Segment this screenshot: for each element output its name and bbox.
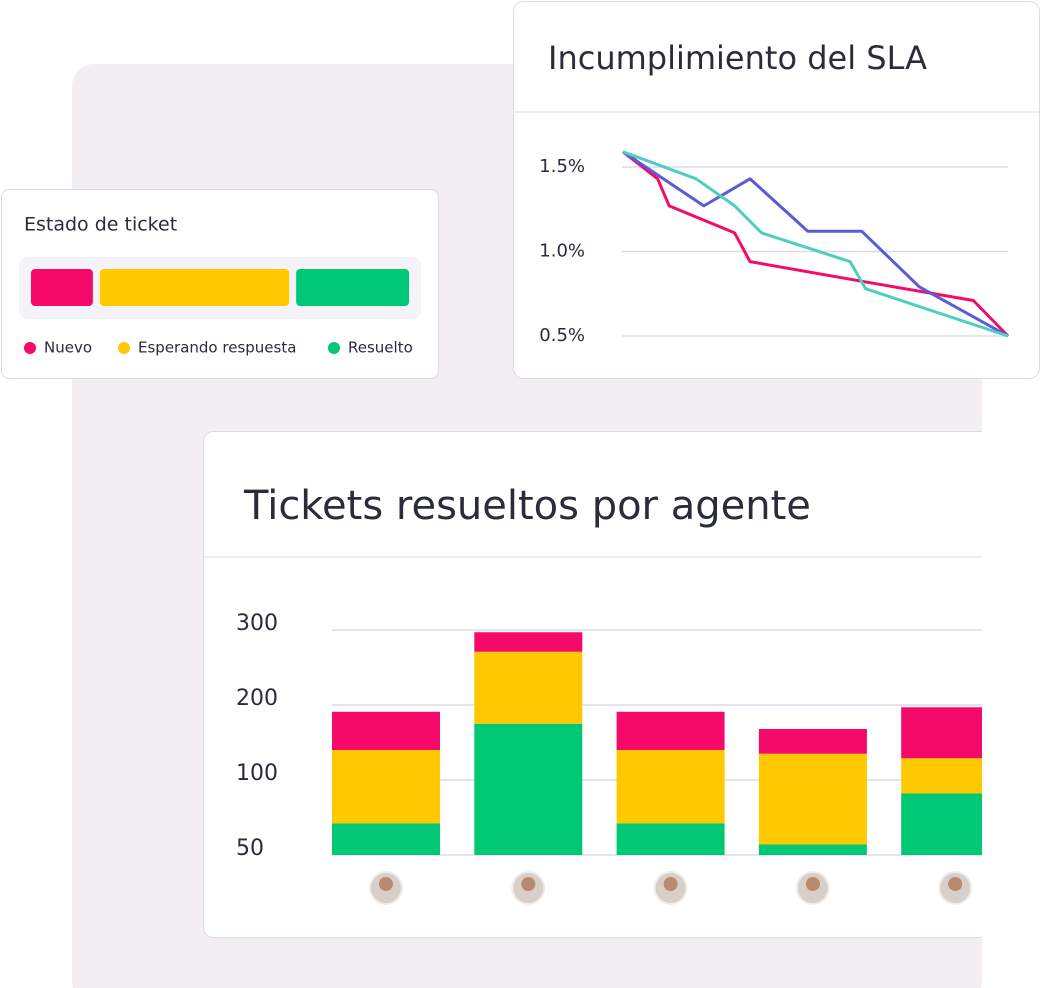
bar-segment (99, 269, 290, 306)
bar-segment (474, 723, 583, 855)
bar-segment (474, 632, 583, 652)
avatar-face (805, 877, 820, 891)
legend-dot (118, 342, 130, 354)
bar-segment (901, 707, 982, 759)
card-group: Tickets resueltos por agente 300 200 100 50 (203, 431, 982, 938)
bar-segment (758, 844, 867, 855)
line (622, 150, 1010, 338)
legend-dot (328, 342, 340, 354)
card-title: Estado de ticket (24, 214, 177, 236)
avatar-face (521, 877, 536, 891)
bar-segment (31, 269, 93, 306)
avatar-face (379, 877, 393, 891)
y-tick-label: 50 (236, 836, 264, 861)
y-tick-label: 300 (236, 611, 278, 636)
y-tick-label: 1.0% (539, 241, 585, 262)
bar-segment (616, 711, 725, 750)
legend-label: Resuelto (348, 339, 413, 357)
avatar-face (663, 877, 678, 891)
card-title: Incumplimiento del SLA (548, 39, 927, 77)
line (622, 150, 1009, 338)
bar-segment (332, 823, 440, 855)
bar-segment (901, 758, 982, 794)
bar-segment (296, 269, 409, 306)
card-title: Tickets resueltos por agente (243, 483, 811, 529)
bar-segment (901, 793, 982, 855)
y-tick-label: 100 (236, 761, 278, 786)
bar-segment (758, 729, 867, 754)
line (622, 150, 1009, 338)
y-tick-label: 0.5% (539, 325, 585, 346)
bar-segment (616, 823, 725, 855)
bar-segment (758, 753, 867, 845)
y-tick-label: 1.5% (539, 156, 585, 177)
bar-segment (332, 750, 440, 824)
bar-segment (616, 750, 725, 824)
bar-segment (332, 711, 440, 750)
legend-dot (24, 342, 36, 354)
bar-segment (474, 651, 583, 724)
y-tick-label: 200 (236, 686, 278, 711)
card (513, 1, 1040, 379)
avatar-face (948, 877, 963, 891)
legend-label: Esperando respuesta (138, 339, 296, 357)
legend-label: Nuevo (44, 339, 92, 357)
